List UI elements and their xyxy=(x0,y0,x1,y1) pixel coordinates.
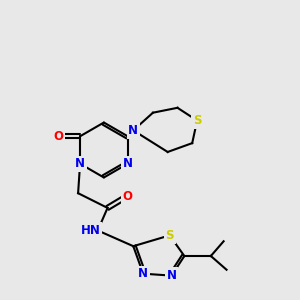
Text: N: N xyxy=(138,267,148,280)
Text: N: N xyxy=(128,124,138,137)
Text: O: O xyxy=(53,130,64,143)
Text: O: O xyxy=(122,190,132,202)
Text: S: S xyxy=(165,229,174,242)
Text: HN: HN xyxy=(81,224,101,237)
Text: S: S xyxy=(193,114,201,127)
Text: N: N xyxy=(75,157,85,170)
Text: N: N xyxy=(123,157,133,170)
Text: N: N xyxy=(167,269,177,282)
